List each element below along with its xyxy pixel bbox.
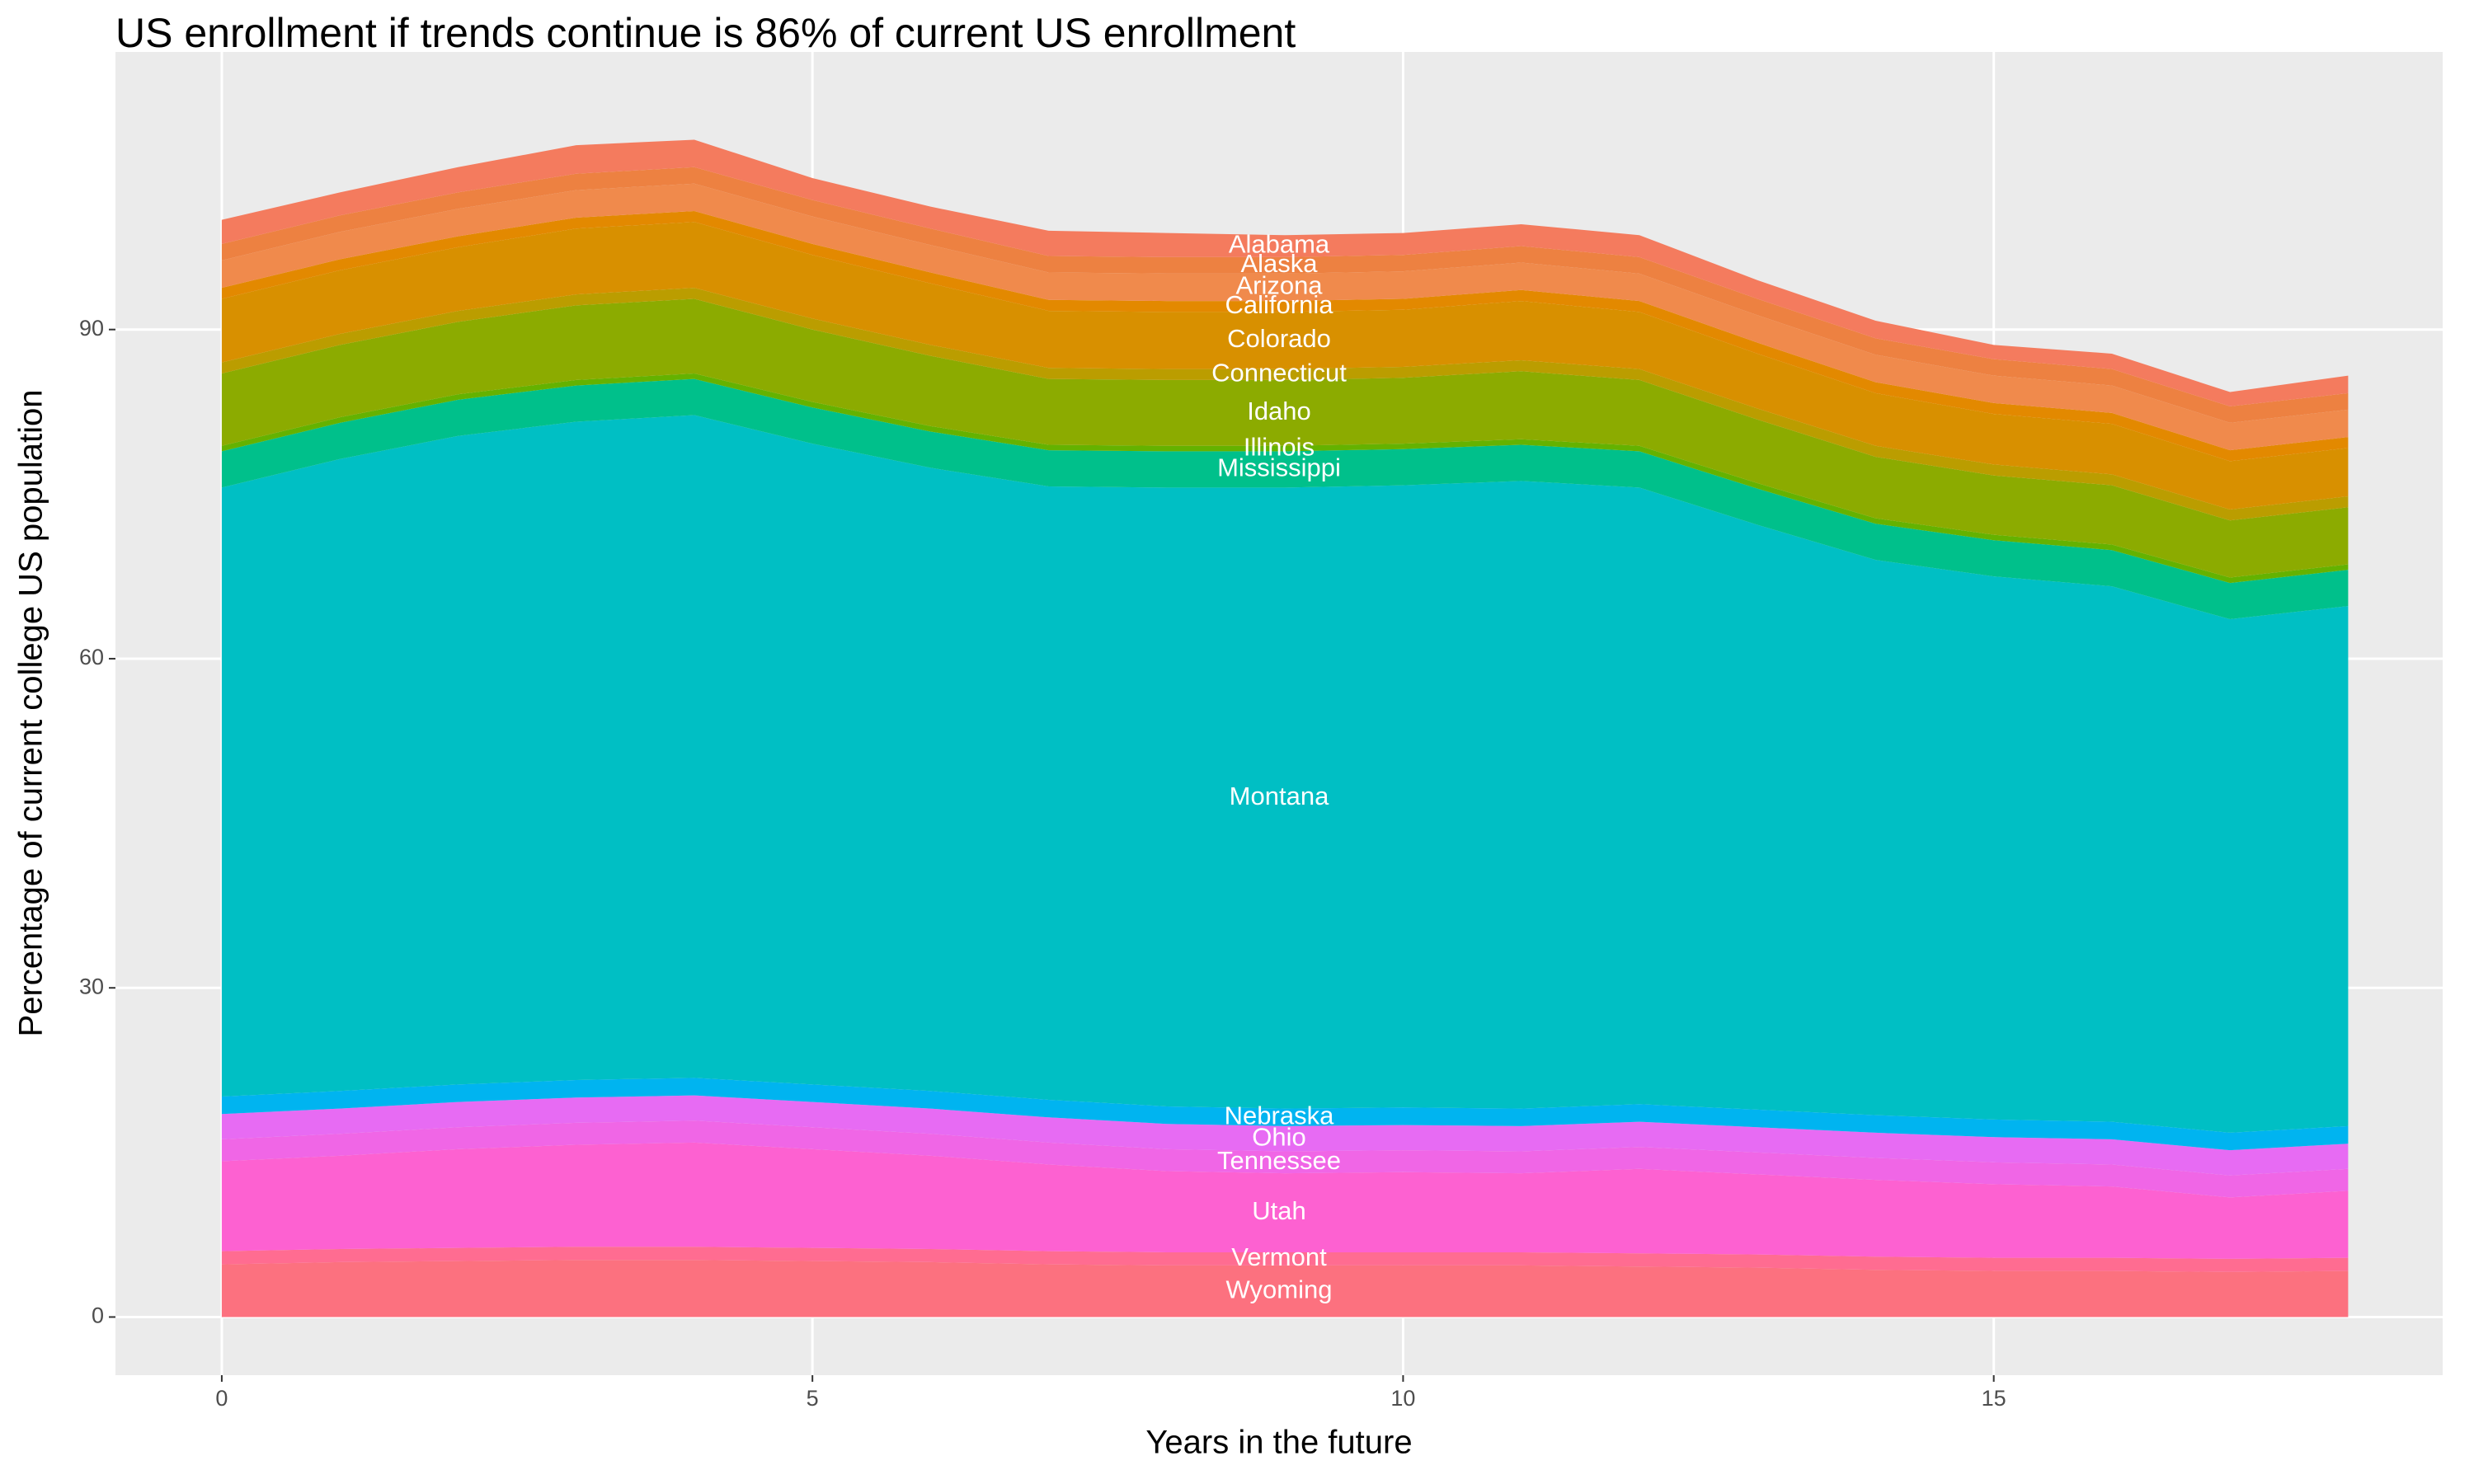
area-label: Alaska xyxy=(1240,249,1318,278)
area-label: Arizona xyxy=(1235,271,1323,300)
area-label: Alabama xyxy=(1229,230,1330,259)
chart-title: US enrollment if trends continue is 86% … xyxy=(115,10,1296,56)
area xyxy=(221,298,2349,578)
area-label: California xyxy=(1225,290,1334,319)
area-label: Tennessee xyxy=(1217,1146,1341,1175)
y-tick-label: 60 xyxy=(79,645,104,669)
area-label: Illinois xyxy=(1244,432,1315,461)
area-label: Mississippi xyxy=(1217,453,1341,482)
area-label: Connecticut xyxy=(1211,358,1347,387)
area-label: Wyoming xyxy=(1226,1275,1333,1303)
area xyxy=(221,1142,2349,1259)
area xyxy=(221,222,2349,510)
area xyxy=(221,1260,2349,1317)
area xyxy=(221,415,2349,1133)
area-label: Vermont xyxy=(1231,1242,1327,1271)
area xyxy=(221,1247,2349,1272)
area xyxy=(221,1078,2349,1151)
area-label: Colorado xyxy=(1227,324,1331,353)
x-tick-label: 15 xyxy=(1982,1386,2006,1411)
x-tick-label: 10 xyxy=(1390,1386,1415,1411)
y-tick-label: 90 xyxy=(79,316,104,340)
area-label: Ohio xyxy=(1252,1122,1305,1151)
x-tick-label: 0 xyxy=(215,1386,228,1411)
x-axis-title: Years in the future xyxy=(1145,1425,1412,1461)
area-label: Nebraska xyxy=(1225,1101,1334,1129)
y-tick-label: 0 xyxy=(92,1303,104,1328)
area xyxy=(221,1095,2349,1176)
y-tick-label: 30 xyxy=(79,974,104,998)
x-tick-label: 5 xyxy=(807,1386,819,1411)
area-label: Idaho xyxy=(1247,397,1311,425)
area-label: Montana xyxy=(1230,782,1329,810)
area-label: Utah xyxy=(1252,1196,1305,1225)
y-axis-title: Percentage of current college US populat… xyxy=(13,390,49,1037)
area xyxy=(221,1120,2349,1198)
